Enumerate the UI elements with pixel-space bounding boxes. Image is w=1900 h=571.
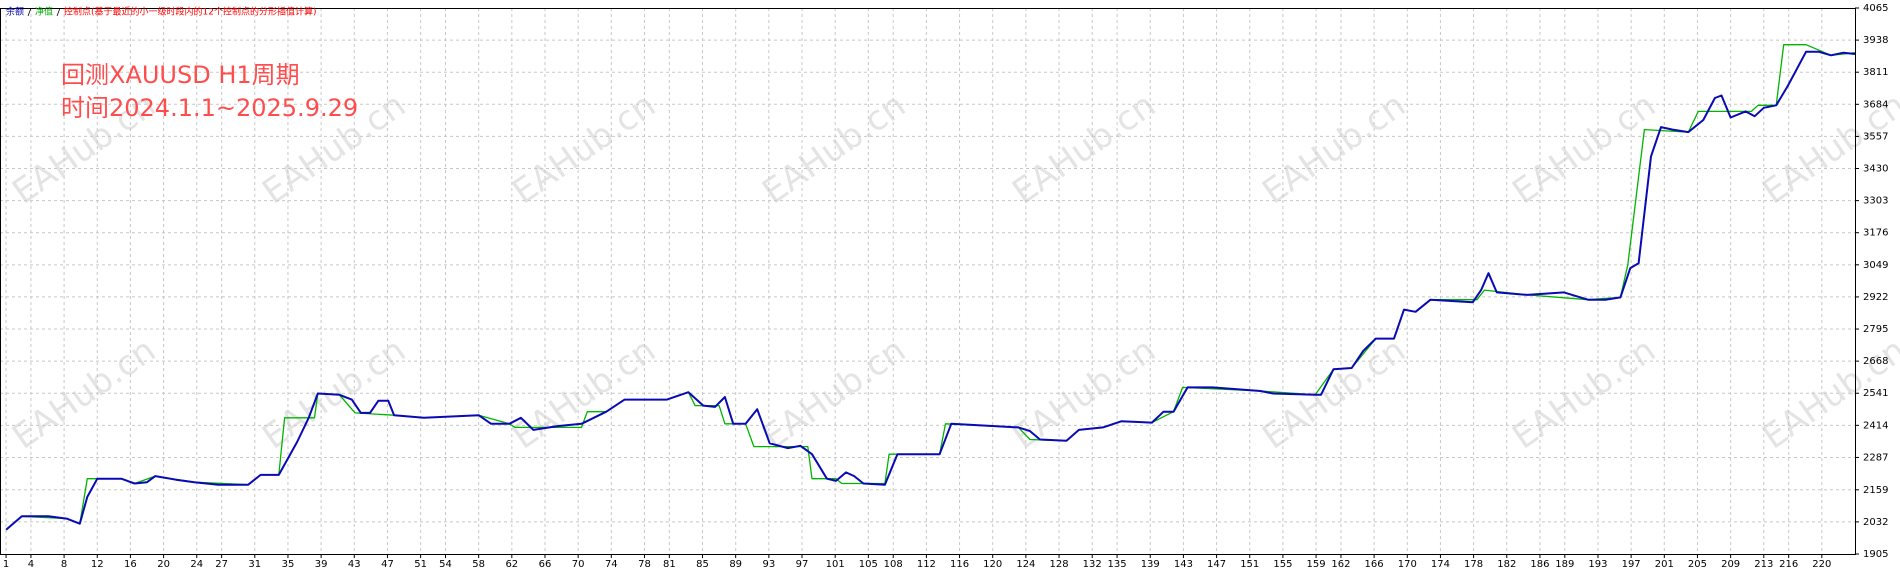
- y-tick-label: 2414: [1863, 420, 1888, 431]
- x-tick-label: 132: [1083, 559, 1102, 570]
- x-tick-label: 101: [826, 559, 845, 570]
- x-tick-label: 78: [638, 559, 651, 570]
- y-tick-label: 1905: [1863, 549, 1888, 560]
- plot-frame: [0, 8, 1856, 555]
- y-tick-label: 3938: [1863, 35, 1888, 46]
- y-tick-label: 2032: [1863, 517, 1888, 528]
- grid: [0, 8, 1855, 554]
- y-tick-label: 2159: [1863, 485, 1888, 496]
- x-tick-label: 70: [572, 559, 585, 570]
- x-tick-label: 58: [472, 559, 485, 570]
- y-tick-label: 3176: [1863, 228, 1888, 239]
- x-tick-label: 1: [3, 559, 9, 570]
- x-tick-label: 139: [1141, 559, 1160, 570]
- x-tick-label: 166: [1365, 559, 1384, 570]
- y-tick-label: 2922: [1863, 292, 1888, 303]
- x-tick-label: 47: [381, 559, 394, 570]
- legend-separator: [56, 7, 61, 17]
- y-tick-label: 4065: [1863, 3, 1888, 14]
- x-tick-label: 51: [414, 559, 427, 570]
- x-tick-label: 108: [884, 559, 903, 570]
- y-tick-label: 2287: [1863, 452, 1888, 463]
- x-tick-label: 43: [348, 559, 361, 570]
- x-tick-label: 182: [1497, 559, 1516, 570]
- x-tick-label: 174: [1431, 559, 1450, 570]
- x-tick-label: 124: [1016, 559, 1035, 570]
- x-tick-label: 12: [91, 559, 104, 570]
- x-tick-label: 27: [215, 559, 228, 570]
- x-tick-label: 31: [248, 559, 261, 570]
- x-tick-label: 170: [1398, 559, 1417, 570]
- x-tick-label: 116: [950, 559, 969, 570]
- x-tick-label: 128: [1049, 559, 1068, 570]
- x-tick-label: 93: [762, 559, 775, 570]
- legend-label: 净值: [35, 6, 53, 18]
- y-tick-label: 2795: [1863, 324, 1888, 335]
- x-tick-label: 54: [439, 559, 452, 570]
- x-tick-label: 39: [315, 559, 328, 570]
- x-tick-label: 89: [729, 559, 742, 570]
- legend-label: 控制点(基于最近的小一级时段内的12个控制点的分形插值计算): [64, 6, 316, 18]
- x-tick-label: 81: [663, 559, 676, 570]
- x-tick-label: 155: [1273, 559, 1292, 570]
- x-tick-label: 35: [282, 559, 295, 570]
- annotation: 时间2024.1.1~2025.9.29: [61, 94, 358, 122]
- x-tick-label: 62: [505, 559, 518, 570]
- y-tick-label: 3303: [1863, 196, 1888, 207]
- y-tick-label: 3430: [1863, 164, 1888, 175]
- series-line: [5, 50, 1856, 531]
- x-tick-label: 20: [157, 559, 170, 570]
- x-tick-label: 220: [1812, 559, 1831, 570]
- x-tick-label: 16: [124, 559, 137, 570]
- x-tick-label: 209: [1721, 559, 1740, 570]
- y-tick-label: 3557: [1863, 131, 1888, 142]
- x-tick-label: 97: [796, 559, 809, 570]
- x-tick-label: 74: [605, 559, 618, 570]
- y-tick-label: 2541: [1863, 388, 1888, 399]
- x-tick-label: 105: [859, 559, 878, 570]
- legend-separator: [27, 7, 32, 17]
- y-tick-label: 3049: [1863, 260, 1888, 271]
- legend: 余额 净值 控制点(基于最近的小一级时段内的12个控制点的分形插值计算): [6, 6, 317, 18]
- x-tick-label: 213: [1754, 559, 1773, 570]
- y-tick-label: 3811: [1863, 67, 1888, 78]
- x-tick-label: 151: [1240, 559, 1259, 570]
- x-tick-label: 147: [1207, 559, 1226, 570]
- x-tick-label: 8: [61, 559, 67, 570]
- x-tick-label: 197: [1622, 559, 1641, 570]
- x-tick-label: 143: [1174, 559, 1193, 570]
- y-tick-label: 2668: [1863, 356, 1888, 367]
- lines: [5, 44, 1856, 531]
- x-tick-label: 162: [1331, 559, 1350, 570]
- x-tick-label: 66: [539, 559, 552, 570]
- x-tick-label: 216: [1779, 559, 1798, 570]
- x-tick-label: 193: [1588, 559, 1607, 570]
- x-tick-label: 201: [1655, 559, 1674, 570]
- x-tick-label: 178: [1464, 559, 1483, 570]
- annotation: 回测XAUUSD H1周期: [61, 61, 300, 89]
- x-tick-label: 135: [1108, 559, 1127, 570]
- legend-label: 余额: [6, 6, 24, 18]
- y-tick-label: 3684: [1863, 99, 1888, 110]
- x-tick-label: 186: [1530, 559, 1549, 570]
- x-tick-label: 4: [28, 559, 34, 570]
- x-tick-label: 159: [1307, 559, 1326, 570]
- x-tick-label: 120: [983, 559, 1002, 570]
- x-tick-label: 24: [190, 559, 203, 570]
- x-tick-label: 205: [1688, 559, 1707, 570]
- x-tick-label: 112: [917, 559, 936, 570]
- x-tick-label: 189: [1555, 559, 1574, 570]
- x-tick-label: 85: [696, 559, 709, 570]
